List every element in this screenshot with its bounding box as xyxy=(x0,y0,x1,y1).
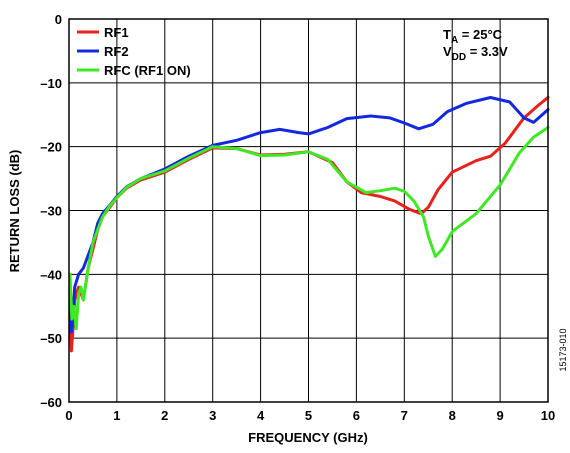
x-tick-label: 1 xyxy=(113,408,120,423)
x-tick-label: 3 xyxy=(209,408,216,423)
series-line-2 xyxy=(68,96,550,334)
supply-symbol: V xyxy=(443,44,452,59)
x-tick-label: 5 xyxy=(305,408,312,423)
legend: RF1 RF2 RFC (RF1 ON) xyxy=(77,25,191,78)
legend-label-1: RF1 xyxy=(104,25,129,40)
x-tick-label: 8 xyxy=(449,408,456,423)
supply-value: = 3.3V xyxy=(466,44,508,59)
y-tick-label: –10 xyxy=(40,76,62,91)
y-tick-labels: 0 –10 –20 –30 –40 –50 –60 xyxy=(40,12,62,410)
x-tick-label: 6 xyxy=(353,408,360,423)
supply-subscript: DD xyxy=(452,52,466,63)
temp-value: = 25°C xyxy=(458,27,502,42)
y-tick-label: 0 xyxy=(55,12,62,27)
x-tick-label: 4 xyxy=(257,408,265,423)
series-line-3 xyxy=(68,126,550,331)
series-lines xyxy=(68,96,550,353)
y-tick-label: –40 xyxy=(40,267,62,282)
x-tick-labels: 0 1 2 3 4 5 6 7 8 9 10 xyxy=(65,408,555,423)
y-tick-label: –60 xyxy=(40,395,62,410)
y-tick-label: –30 xyxy=(40,204,62,219)
temp-symbol: T xyxy=(443,27,451,42)
conditions-annotation: TA = 25°C VDD = 3.3V xyxy=(443,27,508,63)
y-axis-title: RETURN LOSS (dB) xyxy=(7,150,22,273)
y-tick-label: –50 xyxy=(40,331,62,346)
x-tick-label: 7 xyxy=(401,408,408,423)
legend-label-2: RF2 xyxy=(104,44,129,59)
supply-annotation: VDD = 3.3V xyxy=(443,44,508,63)
x-tick-label: 0 xyxy=(65,408,72,423)
temp-subscript: A xyxy=(451,35,458,46)
temperature-annotation: TA = 25°C xyxy=(443,27,503,46)
x-tick-label: 9 xyxy=(496,408,503,423)
figure-id: 15173-010 xyxy=(558,328,568,371)
x-tick-label: 10 xyxy=(541,408,555,423)
plot-frame xyxy=(68,18,549,403)
x-axis-title: FREQUENCY (GHz) xyxy=(248,430,368,445)
grid-lines xyxy=(69,19,548,402)
legend-label-3: RFC (RF1 ON) xyxy=(104,63,191,78)
x-tick-label: 2 xyxy=(161,408,168,423)
y-tick-label: –20 xyxy=(40,140,62,155)
